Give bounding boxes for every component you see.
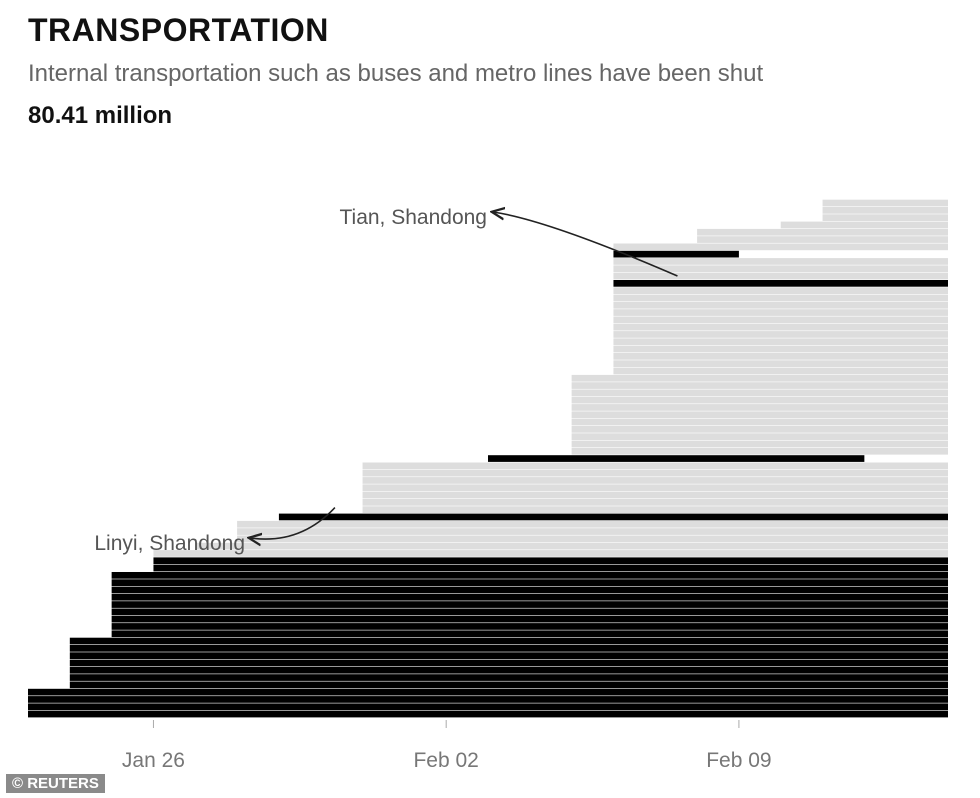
- bar: [613, 316, 948, 324]
- annotation-label: Linyi, Shandong: [94, 532, 245, 555]
- bar: [613, 250, 739, 258]
- bar: [69, 645, 949, 652]
- bar: [571, 418, 948, 426]
- bar: [153, 550, 949, 557]
- bar: [697, 228, 948, 236]
- chart-title: TRANSPORTATION: [28, 12, 329, 48]
- bar: [613, 243, 948, 251]
- bar: [571, 426, 948, 433]
- bar: [571, 433, 948, 440]
- bar-linyi-shandong: [278, 513, 949, 521]
- bar: [153, 564, 949, 572]
- bar: [613, 294, 948, 302]
- bar: [69, 652, 949, 659]
- bar: [613, 367, 948, 375]
- bar: [571, 404, 948, 411]
- bar: [822, 214, 948, 221]
- bar: [613, 258, 948, 265]
- bar: [571, 396, 948, 404]
- bar: [28, 710, 948, 718]
- bars-layer: [28, 199, 949, 718]
- bar: [69, 666, 949, 674]
- reuters-credit: © REUTERS: [6, 774, 105, 793]
- bar: [613, 323, 948, 331]
- bar: [613, 265, 948, 273]
- annotation-arrow: [493, 212, 678, 277]
- bar: [362, 469, 949, 477]
- bar: [613, 287, 948, 294]
- annotation-arrow: [250, 507, 336, 540]
- bar: [111, 630, 949, 638]
- bar: [69, 659, 949, 667]
- bar: [613, 360, 948, 367]
- chart-subtitle: Internal transportation such as buses an…: [28, 60, 764, 87]
- bar: [613, 301, 948, 309]
- x-axis: Jan 26 Feb 02 Feb 09: [122, 720, 772, 772]
- bar: [362, 462, 949, 470]
- bar: [153, 557, 949, 565]
- bar: [613, 353, 948, 360]
- bar: [571, 411, 948, 419]
- bar: [111, 579, 949, 586]
- bar: [28, 703, 948, 711]
- bar: [111, 572, 949, 579]
- annotation-label: Tian, Shandong: [339, 206, 487, 229]
- bar: [697, 236, 948, 243]
- annotations-layer: Linyi, Shandong Tian, Shandong: [94, 206, 678, 555]
- x-tick-label: Jan 26: [122, 749, 185, 772]
- bar: [613, 345, 948, 353]
- bar: [362, 484, 949, 492]
- bar: [571, 447, 948, 455]
- x-tick-label: Feb 09: [706, 749, 771, 772]
- bar: [780, 221, 948, 229]
- bar: [69, 681, 949, 689]
- bar: [362, 506, 949, 513]
- bar: [111, 623, 949, 630]
- bar: [111, 601, 949, 608]
- bar: [571, 389, 948, 397]
- bar: [613, 331, 948, 338]
- bar: [571, 382, 948, 389]
- x-tick-label: Feb 02: [413, 749, 478, 772]
- bar: [613, 309, 948, 316]
- bar: [613, 272, 948, 280]
- population-total: 80.41 million: [28, 102, 173, 129]
- bar: [237, 528, 948, 535]
- bar: [237, 535, 948, 543]
- bar: [28, 696, 948, 703]
- bar: [488, 455, 865, 462]
- bar: [822, 199, 948, 207]
- bar: [362, 477, 949, 484]
- bar: [571, 374, 948, 382]
- bar: [195, 542, 949, 550]
- bar: [111, 593, 949, 601]
- bar: [362, 491, 949, 499]
- bar: [571, 440, 948, 448]
- bar: [822, 207, 948, 214]
- bar: [111, 586, 949, 594]
- bar: [28, 688, 948, 696]
- bar: [69, 637, 949, 645]
- bar: [362, 499, 949, 506]
- bar-tian-shandong: [613, 280, 948, 287]
- bar: [111, 608, 949, 616]
- bar: [111, 615, 949, 623]
- bar: [613, 338, 948, 346]
- bar: [69, 674, 949, 681]
- bar: [237, 520, 948, 528]
